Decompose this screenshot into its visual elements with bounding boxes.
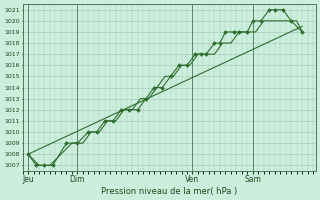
- X-axis label: Pression niveau de la mer( hPa ): Pression niveau de la mer( hPa ): [101, 187, 237, 196]
